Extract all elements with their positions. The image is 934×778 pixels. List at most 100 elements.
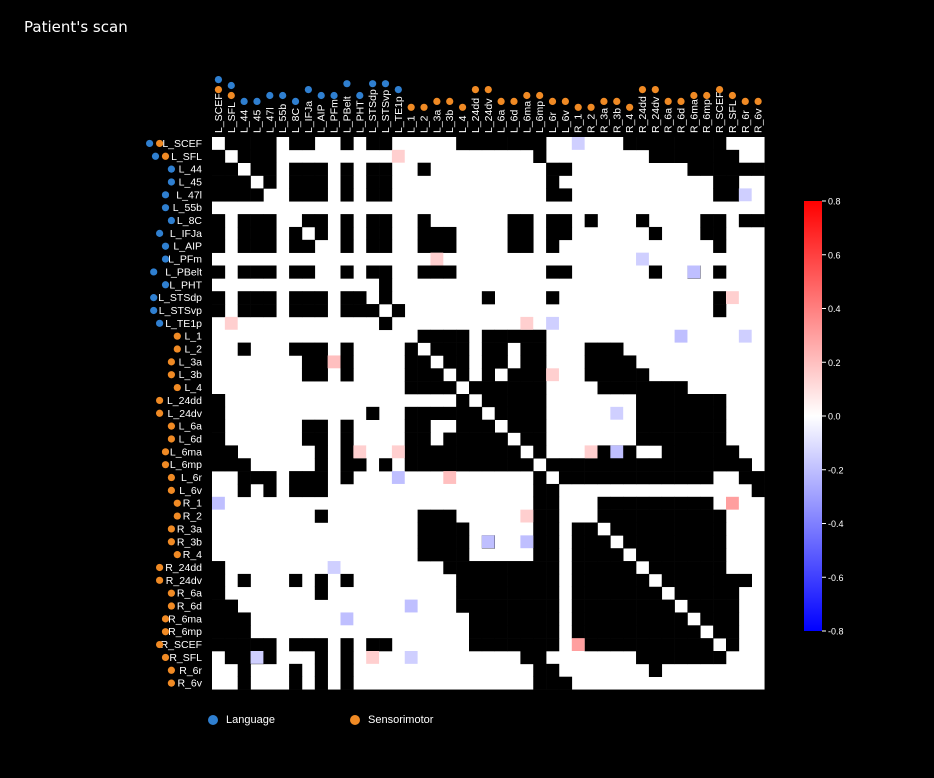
matrix-cell bbox=[237, 638, 251, 652]
matrix-cell bbox=[700, 445, 714, 459]
matrix-cell bbox=[597, 496, 611, 510]
matrix-cell bbox=[648, 265, 663, 279]
row-label: R_6v bbox=[177, 678, 202, 690]
matrix-cell bbox=[687, 651, 701, 665]
matrix-cell bbox=[687, 509, 701, 523]
matrix-cell bbox=[417, 368, 431, 382]
row-network-dot-icon bbox=[150, 294, 158, 302]
row-label: L_8C bbox=[177, 215, 203, 227]
matrix-cell bbox=[584, 522, 598, 536]
matrix-cell bbox=[571, 612, 585, 626]
matrix-cell bbox=[636, 612, 650, 626]
matrix-cell bbox=[636, 368, 650, 382]
matrix-cell bbox=[533, 638, 547, 652]
column-network-dot-icon bbox=[279, 91, 287, 100]
matrix-cell bbox=[417, 265, 431, 279]
matrix-cell bbox=[623, 573, 637, 588]
row-network-dot-icon bbox=[156, 319, 164, 327]
matrix-cell bbox=[430, 548, 444, 562]
row-network-dot-icon bbox=[167, 358, 175, 366]
matrix-cell bbox=[700, 599, 714, 613]
matrix-cell bbox=[314, 445, 328, 459]
matrix-cell bbox=[533, 445, 547, 459]
matrix-cell bbox=[648, 638, 663, 652]
column-network-dot-icon bbox=[343, 80, 351, 88]
matrix-cell bbox=[212, 638, 226, 652]
matrix-cell bbox=[417, 522, 431, 536]
column-label: R_3a bbox=[598, 108, 610, 133]
matrix-cell bbox=[379, 226, 393, 241]
matrix-weighted-cell bbox=[212, 496, 225, 510]
matrix-cell bbox=[648, 509, 663, 523]
matrix-cell bbox=[481, 561, 495, 575]
matrix-cell bbox=[430, 458, 444, 472]
matrix-cell bbox=[713, 188, 727, 202]
matrix-cell bbox=[636, 625, 650, 639]
matrix-weighted-cell bbox=[481, 535, 495, 549]
matrix-cell bbox=[430, 368, 444, 382]
matrix-cell bbox=[263, 214, 277, 228]
matrix-cell bbox=[571, 548, 585, 562]
colorbar-tick-label: 0.4 bbox=[828, 304, 841, 314]
matrix-cell bbox=[430, 535, 444, 549]
matrix-cell bbox=[546, 561, 560, 575]
row-label: L_6v bbox=[179, 485, 203, 497]
column-label: L_24dv bbox=[483, 98, 495, 133]
matrix-cell bbox=[558, 676, 573, 690]
row-label: L_PFm bbox=[168, 254, 202, 266]
matrix-cell bbox=[648, 137, 663, 151]
matrix-cell bbox=[212, 162, 226, 176]
column-network-dot-icon bbox=[664, 97, 672, 105]
matrix-cell bbox=[469, 638, 483, 652]
matrix-cell bbox=[314, 638, 328, 652]
column-label: R_2 bbox=[586, 114, 598, 133]
column-label: L_55b bbox=[277, 104, 289, 133]
matrix-cell bbox=[533, 471, 547, 485]
matrix-cell bbox=[340, 663, 354, 677]
matrix-cell bbox=[533, 355, 547, 369]
matrix-weighted-cell bbox=[726, 291, 739, 305]
row-network-dot-icon bbox=[156, 576, 164, 584]
matrix-cell bbox=[289, 676, 303, 690]
matrix-cell bbox=[263, 226, 277, 241]
row-network-dot-icon bbox=[161, 461, 170, 469]
column-network-dot-icon bbox=[484, 86, 492, 94]
matrix-cell bbox=[546, 496, 560, 510]
matrix-cell bbox=[456, 355, 470, 369]
matrix-cell bbox=[623, 586, 637, 600]
colorbar-tick-label: -0.2 bbox=[828, 465, 844, 475]
matrix-cell bbox=[520, 342, 534, 356]
matrix-cell bbox=[417, 329, 431, 343]
row-label: L_44 bbox=[179, 164, 203, 176]
matrix-cell bbox=[584, 214, 598, 228]
matrix-cell bbox=[533, 625, 547, 639]
matrix-cell bbox=[610, 509, 624, 523]
matrix-cell bbox=[289, 175, 303, 189]
column-label: L_SFL bbox=[226, 102, 238, 133]
matrix-cell bbox=[212, 239, 226, 253]
matrix-cell bbox=[289, 265, 303, 279]
column-network-dot-icon bbox=[369, 80, 377, 88]
matrix-cell bbox=[597, 586, 611, 600]
matrix-cell bbox=[237, 625, 251, 639]
row-label: L_55b bbox=[173, 202, 202, 214]
row-network-dot-icon bbox=[173, 551, 181, 559]
matrix-cell bbox=[533, 599, 547, 613]
matrix-cell bbox=[558, 214, 573, 228]
matrix-cell bbox=[456, 522, 470, 536]
legend-sensorimotor: Sensorimotor bbox=[350, 714, 433, 726]
matrix-cell bbox=[674, 535, 688, 549]
matrix-cell bbox=[700, 432, 714, 446]
matrix-cell bbox=[417, 355, 431, 369]
matrix-cell bbox=[661, 612, 675, 626]
matrix-cell bbox=[610, 638, 624, 652]
matrix-cell bbox=[520, 368, 534, 382]
matrix-cell bbox=[481, 638, 495, 652]
matrix-cell bbox=[623, 355, 637, 369]
row-label: R_4 bbox=[183, 549, 202, 561]
matrix-cell bbox=[546, 638, 560, 652]
colorbar-tick-label: -0.8 bbox=[828, 627, 844, 637]
matrix-cell bbox=[674, 432, 688, 446]
matrix-cell bbox=[713, 561, 727, 575]
matrix-cell bbox=[404, 406, 418, 420]
